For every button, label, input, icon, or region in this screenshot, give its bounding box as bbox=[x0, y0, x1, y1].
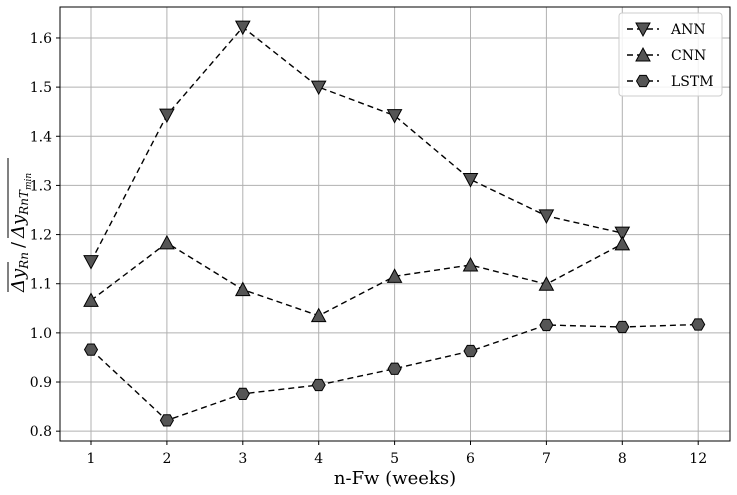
y-tick-label: 1.6 bbox=[30, 31, 52, 47]
x-tick-label: 2 bbox=[162, 451, 171, 467]
x-tick-label: 7 bbox=[542, 451, 551, 467]
legend-label: ANN bbox=[670, 22, 706, 38]
x-axis-label: n-Fw (weeks) bbox=[334, 468, 456, 489]
series-ann bbox=[83, 20, 631, 270]
x-axis: 1 2 3 4 5 6 7 8 12 bbox=[87, 441, 707, 467]
y-tick-label: 1.3 bbox=[30, 178, 52, 194]
data-point bbox=[159, 234, 175, 250]
svg-text:ΔyRn: ΔyRn bbox=[8, 252, 31, 293]
legend-item: ANN bbox=[627, 22, 706, 38]
y-tick-label: 1.5 bbox=[30, 80, 52, 96]
y-tick-label: 1.2 bbox=[30, 228, 52, 244]
series-cnn bbox=[83, 234, 631, 323]
series-layer bbox=[83, 20, 706, 427]
svg-text:/: / bbox=[8, 241, 29, 248]
data-point bbox=[310, 80, 327, 96]
data-point bbox=[538, 209, 555, 224]
data-point bbox=[386, 109, 403, 124]
data-point bbox=[83, 292, 99, 307]
data-point bbox=[159, 414, 174, 427]
x-tick-label: 4 bbox=[314, 451, 323, 467]
legend-marker bbox=[635, 74, 651, 88]
legend-item: CNN bbox=[627, 46, 706, 64]
y-tick-label: 1.1 bbox=[30, 277, 52, 293]
series-line bbox=[90, 323, 699, 422]
x-tick-label: 3 bbox=[238, 451, 247, 467]
legend: ANN CNN LSTM bbox=[618, 12, 723, 97]
data-point bbox=[83, 343, 99, 356]
data-point bbox=[462, 256, 479, 272]
data-point bbox=[615, 320, 630, 334]
x-tick-label: 1 bbox=[87, 451, 96, 467]
x-tick-label: 6 bbox=[466, 451, 475, 467]
grid-lines bbox=[60, 7, 730, 441]
series-line bbox=[90, 26, 623, 262]
x-tick-label: 12 bbox=[689, 451, 707, 467]
legend-marker bbox=[635, 22, 651, 38]
data-point bbox=[614, 235, 631, 251]
data-point bbox=[311, 378, 326, 392]
data-point bbox=[538, 276, 555, 291]
legend-label: CNN bbox=[671, 48, 706, 64]
data-point bbox=[310, 307, 327, 323]
data-point bbox=[539, 318, 554, 332]
data-point bbox=[691, 318, 706, 331]
y-tick-label: 1.0 bbox=[30, 326, 52, 342]
series-line bbox=[90, 242, 623, 317]
y-axis: 0.8 0.9 1.0 1.1 1.2 1.3 1.4 1.5 1.6 bbox=[30, 31, 60, 440]
legend-marker bbox=[635, 46, 651, 62]
x-tick-label: 8 bbox=[618, 451, 627, 467]
data-point bbox=[387, 362, 402, 375]
y-axis-label: ΔyRn / ΔyRnTmin bbox=[7, 158, 34, 293]
y-tick-label: 0.9 bbox=[30, 375, 52, 391]
y-tick-label: 1.4 bbox=[30, 129, 52, 145]
x-tick-label: 5 bbox=[390, 451, 399, 467]
data-point bbox=[234, 20, 251, 36]
data-point bbox=[83, 255, 99, 270]
series-lstm bbox=[83, 318, 706, 427]
data-point bbox=[463, 344, 478, 358]
legend-label: LSTM bbox=[671, 74, 714, 90]
data-point bbox=[386, 268, 403, 283]
data-point bbox=[234, 281, 251, 297]
legend-item: LSTM bbox=[627, 74, 714, 90]
data-point bbox=[159, 108, 175, 124]
data-point bbox=[235, 387, 250, 400]
y-tick-label: 0.8 bbox=[30, 424, 52, 440]
data-point bbox=[614, 226, 631, 242]
data-point bbox=[462, 173, 479, 188]
